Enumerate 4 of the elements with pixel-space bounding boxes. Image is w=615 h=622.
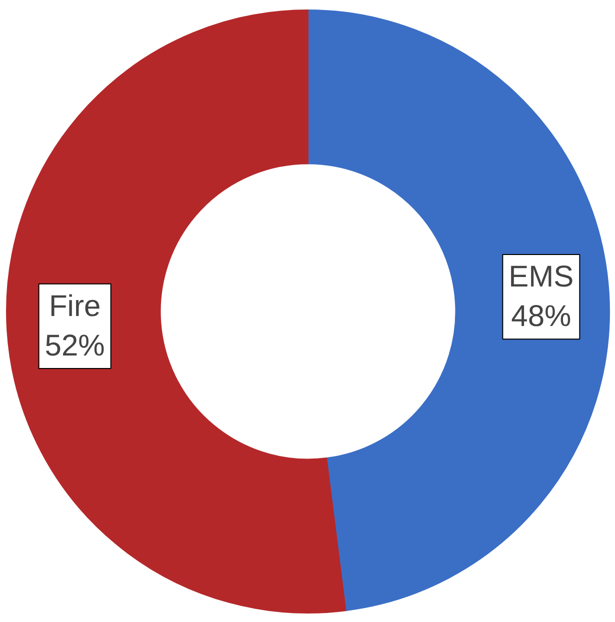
data-label: 52% xyxy=(44,329,105,362)
slice-label: Fire xyxy=(48,290,101,323)
slice-label: EMS xyxy=(508,260,574,294)
data-label: 48% xyxy=(511,300,572,334)
